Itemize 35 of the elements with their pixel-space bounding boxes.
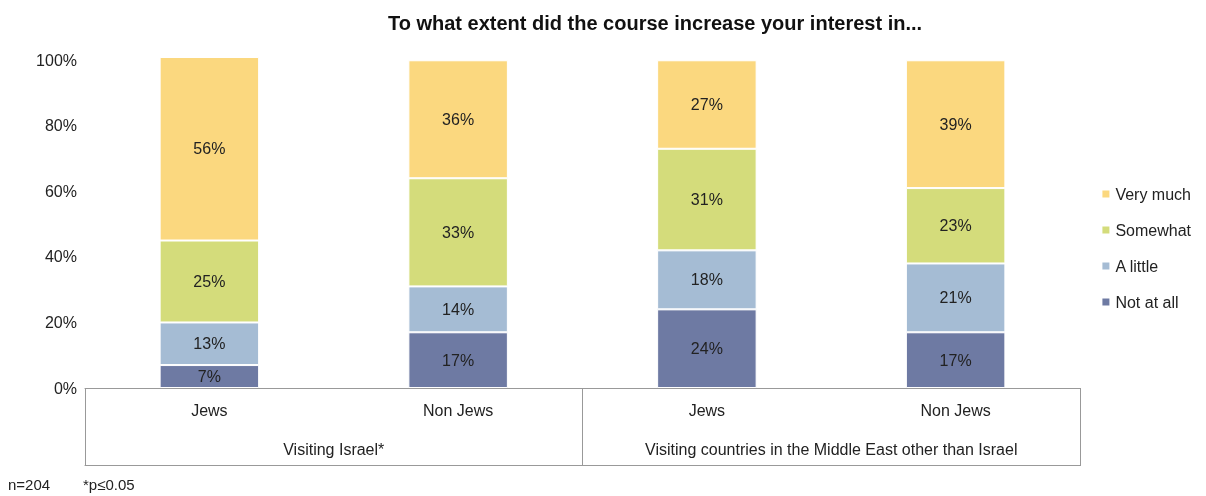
- x-tick-label: Non Jews: [920, 401, 991, 419]
- data-label: 21%: [939, 289, 972, 307]
- x-tick-label: Non Jews: [423, 401, 494, 419]
- data-label: 14%: [442, 300, 475, 318]
- x-tick-label: Jews: [191, 401, 228, 419]
- data-label: 56%: [193, 140, 226, 158]
- data-label: 17%: [442, 351, 475, 369]
- data-label: 39%: [939, 115, 972, 133]
- x-tick-label: Jews: [688, 401, 726, 419]
- y-tick-label: 100%: [36, 51, 77, 69]
- data-label: 18%: [690, 271, 723, 289]
- data-label: 36%: [442, 110, 475, 128]
- legend-label: A little: [1115, 257, 1159, 275]
- y-tick-label: 60%: [44, 182, 77, 200]
- data-label: 13%: [193, 335, 226, 353]
- data-label: 33%: [442, 223, 475, 241]
- y-tick-label: 0%: [53, 379, 77, 397]
- text: n=204: [8, 476, 51, 493]
- legend-label: Not at all: [1115, 293, 1179, 311]
- data-label: 24%: [690, 340, 723, 358]
- text: Visiting Israel*: [283, 440, 385, 458]
- legend-label: Very much: [1115, 185, 1191, 203]
- text: Visiting countries in the Middle East other than Israel: [645, 440, 1018, 458]
- legend-label: Somewhat: [1115, 221, 1192, 239]
- y-tick-label: 40%: [44, 248, 77, 266]
- data-label: 23%: [939, 217, 972, 235]
- y-tick-label: 80%: [44, 117, 77, 135]
- chart-title: To what extent did the course increase your interest in...: [387, 12, 923, 34]
- y-tick-label: 20%: [44, 313, 77, 331]
- data-label: 25%: [193, 272, 226, 290]
- text: *p≤0.05: [83, 476, 135, 493]
- data-label: 7%: [197, 368, 221, 386]
- data-label: 27%: [690, 96, 723, 114]
- data-label: 31%: [690, 191, 723, 209]
- data-label: 17%: [939, 351, 972, 369]
